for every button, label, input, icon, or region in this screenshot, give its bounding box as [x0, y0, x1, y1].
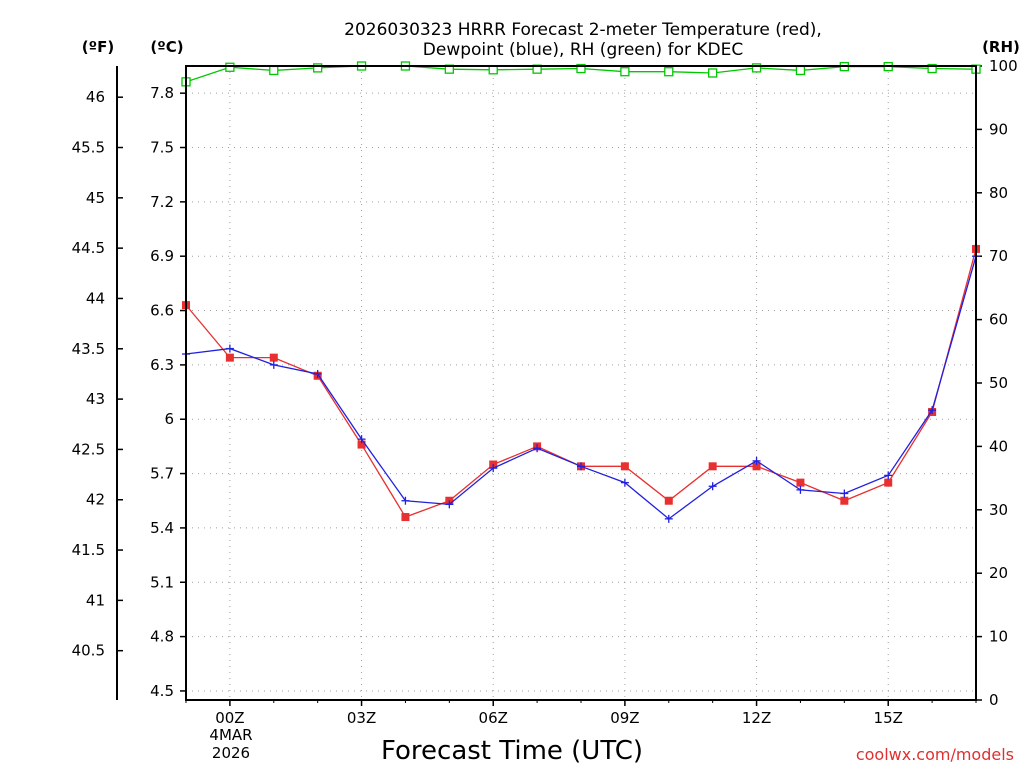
plot-frame: [185, 65, 977, 701]
temperature-point: [664, 496, 673, 505]
celsius-tick-label: 6.6: [150, 302, 174, 320]
temperature-point: [401, 513, 410, 522]
celsius-tick-label: 4.8: [150, 628, 174, 646]
temperature-point: [225, 353, 234, 362]
fahrenheit-tick-label: 42.5: [72, 440, 105, 458]
rh-point: [269, 65, 279, 76]
rh-tick-label: 90: [989, 120, 1008, 138]
dewpoint-point: [840, 489, 849, 498]
rh-point: [751, 63, 762, 73]
celsius-tick-label: 6.9: [150, 247, 174, 265]
dewpoint-line: [185, 256, 977, 520]
chart-title-line1: 2026030323 HRRR Forecast 2-meter Tempera…: [344, 20, 822, 40]
x-tick-label: 03Z: [347, 709, 376, 727]
x-tick-label: 15Z: [874, 709, 903, 727]
fahrenheit-tick-label: 40.5: [72, 642, 105, 660]
chart-title-line2: Dewpoint (blue), RH (green) for KDEC: [423, 40, 743, 60]
fahrenheit-tick-label: 43.5: [72, 340, 105, 358]
celsius-tick-label: 7.8: [150, 84, 174, 102]
fahrenheit-unit-label: (ºF): [82, 38, 114, 56]
celsius-tick-label: 7.5: [150, 139, 174, 157]
fahrenheit-tick-label: 44: [86, 289, 105, 307]
celsius-tick-label: 5.7: [150, 465, 174, 483]
celsius-tick-label: 4.5: [150, 682, 174, 700]
celsius-unit-label: (ºC): [150, 38, 183, 56]
temperature-point: [884, 478, 893, 487]
dewpoint-point: [357, 435, 366, 444]
rh-point: [313, 63, 323, 73]
dewpoint-point: [884, 471, 893, 480]
rh-tick-label: 30: [989, 501, 1008, 519]
rh-tick-label: 50: [989, 374, 1008, 392]
rh-tick-label: 0: [989, 691, 999, 709]
dewpoint-series: [182, 252, 980, 523]
temperature-point: [620, 462, 629, 471]
series-layer: [181, 61, 981, 523]
temperature-series: [182, 244, 980, 522]
rh-tick-label: 70: [989, 247, 1008, 265]
rh-point: [927, 63, 937, 74]
fahrenheit-tick-label: 41: [86, 591, 105, 609]
date-label-day: 4MAR: [209, 726, 252, 744]
dewpoint-point: [225, 344, 234, 353]
celsius-tick-label: 7.2: [150, 193, 174, 211]
celsius-tick-label: 5.1: [150, 573, 174, 591]
dewpoint-point: [269, 360, 278, 369]
fahrenheit-tick-label: 45.5: [72, 139, 105, 157]
fahrenheit-tick-label: 46: [86, 88, 105, 106]
temperature-point: [840, 496, 849, 505]
dewpoint-point: [445, 500, 454, 509]
rh-tick-label: 100: [989, 57, 1018, 75]
celsius-tick-label: 5.4: [150, 519, 174, 537]
temperature-point: [752, 462, 761, 471]
rh-point: [795, 65, 806, 76]
rh-tick-label: 20: [989, 564, 1008, 582]
x-tick-label: 06Z: [479, 709, 508, 727]
dewpoint-point: [401, 496, 410, 505]
rh-point: [576, 63, 586, 74]
dewpoint-point: [313, 369, 322, 378]
rh-unit-label: (RH): [982, 38, 1020, 56]
x-tick-label: 12Z: [742, 709, 771, 727]
dewpoint-point: [577, 462, 585, 471]
rh-point: [708, 68, 718, 78]
rh-tick-label: 60: [989, 311, 1008, 329]
celsius-tick-label: 6: [164, 410, 174, 428]
x-axis-title: Forecast Time (UTC): [381, 736, 643, 766]
rh-point: [225, 62, 235, 72]
rh-point: [488, 65, 498, 75]
rh-point: [664, 67, 674, 77]
x-tick-label: 00Z: [215, 709, 244, 727]
watermark: coolwx.com/models: [856, 745, 1014, 764]
fahrenheit-tick-label: 41.5: [72, 541, 105, 559]
dewpoint-point: [533, 444, 542, 453]
grid-lines: [186, 66, 976, 700]
fahrenheit-tick-label: 42: [86, 491, 105, 509]
temperature-line: [185, 248, 977, 518]
temperature-point: [708, 462, 717, 471]
dewpoint-point: [664, 514, 673, 523]
dewpoint-point: [796, 485, 805, 494]
temperature-point: [269, 353, 278, 362]
dewpoint-point: [708, 482, 717, 491]
temperature-point: [357, 440, 366, 449]
rh-tick-label: 80: [989, 184, 1008, 202]
fahrenheit-tick-label: 43: [86, 390, 105, 408]
dewpoint-point: [620, 478, 629, 487]
dewpoint-point: [752, 456, 761, 465]
dewpoint-point: [928, 406, 937, 415]
axis-ticks: 00Z 03Z 06Z 09Z 12Z 15Z 4.5 4.8 5.1 5.4 5.7 6 6.3 6.6…: [72, 57, 1018, 727]
fahrenheit-tick-label: 45: [86, 189, 105, 207]
fahrenheit-tick-label: 44.5: [72, 239, 105, 257]
rh-tick-label: 10: [989, 628, 1008, 646]
date-label-year: 2026: [212, 744, 250, 762]
dewpoint-point: [489, 464, 498, 473]
temperature-point: [796, 478, 805, 487]
celsius-tick-label: 6.3: [150, 356, 174, 374]
rh-tick-label: 40: [989, 437, 1008, 455]
x-tick-label: 09Z: [610, 709, 639, 727]
rh-point: [620, 67, 630, 77]
